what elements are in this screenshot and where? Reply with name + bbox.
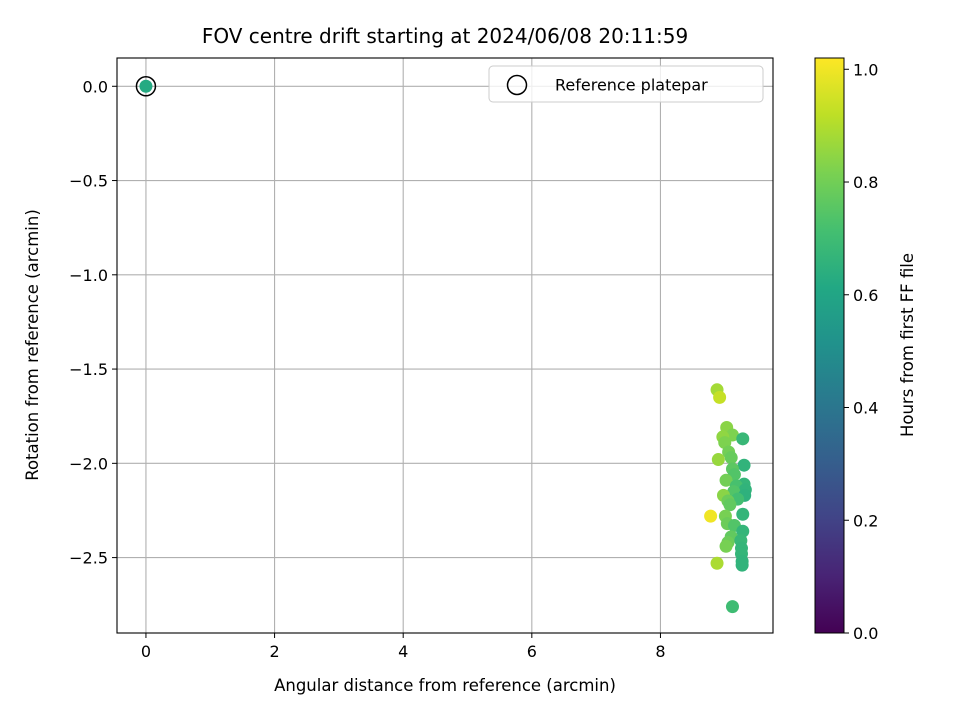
x-tick-label: 2 [269, 642, 279, 661]
data-point [710, 556, 724, 570]
data-point [724, 451, 738, 465]
legend-box [488, 65, 764, 103]
y-tick-label: −1.5 [69, 360, 108, 379]
y-tick-label: −2.0 [69, 454, 108, 473]
colorbar-tick-label: 0.2 [853, 511, 878, 530]
x-axis-label: Angular distance from reference (arcmin) [274, 676, 616, 695]
colorbar-label: Hours from first FF file [898, 253, 917, 437]
data-point [736, 507, 750, 521]
y-axis-label: Rotation from reference (arcmin) [23, 209, 42, 481]
x-tick-label: 4 [398, 642, 408, 661]
data-points [704, 383, 752, 614]
colorbar-tick-label: 0.4 [853, 399, 878, 418]
y-tick-label: −1.0 [69, 266, 108, 285]
reference-point-fill [139, 79, 153, 93]
x-tick-label: 0 [141, 642, 151, 661]
grid-lines [117, 58, 773, 633]
data-point [719, 539, 733, 553]
data-point [737, 458, 751, 472]
x-tick-label: 6 [527, 642, 537, 661]
legend: Reference platepar [488, 65, 764, 103]
colorbar-gradient [814, 57, 845, 634]
colorbar-tick-label: 0.0 [853, 624, 878, 643]
plot-frame [116, 57, 774, 634]
chart-title: FOV centre drift starting at 2024/06/08 … [202, 24, 688, 48]
plot-background [117, 58, 773, 633]
colorbar-tick-label: 0.8 [853, 173, 878, 192]
data-point [704, 509, 718, 523]
data-point [725, 600, 739, 614]
colorbar-tick-label: 1.0 [853, 60, 878, 79]
colorbar: 0.0 0.2 0.4 0.6 0.8 1.0 Hours from first FF f… [814, 57, 917, 643]
colorbar-ticks: 0.0 0.2 0.4 0.6 0.8 1.0 [844, 60, 878, 643]
colorbar-tick-label: 0.6 [853, 286, 878, 305]
data-point [723, 498, 737, 512]
data-point [711, 453, 725, 467]
legend-marker-reference [506, 74, 528, 96]
legend-label-reference: Reference platepar [555, 76, 708, 95]
plot-area [116, 57, 774, 634]
data-point [735, 558, 749, 572]
data-point [713, 390, 727, 404]
y-tick-label: −2.5 [69, 549, 108, 568]
data-point [719, 473, 733, 487]
x-axis: 0 2 4 6 8 [141, 633, 666, 661]
y-tick-label: 0.0 [83, 77, 108, 96]
data-point [736, 432, 750, 446]
y-tick-label: −0.5 [69, 172, 108, 191]
y-axis: 0.0 −0.5 −1.0 −1.5 −2.0 −2.5 [69, 77, 117, 568]
x-tick-label: 8 [655, 642, 665, 661]
reference-point-marker [135, 76, 157, 97]
reference-point-layer [135, 76, 157, 97]
